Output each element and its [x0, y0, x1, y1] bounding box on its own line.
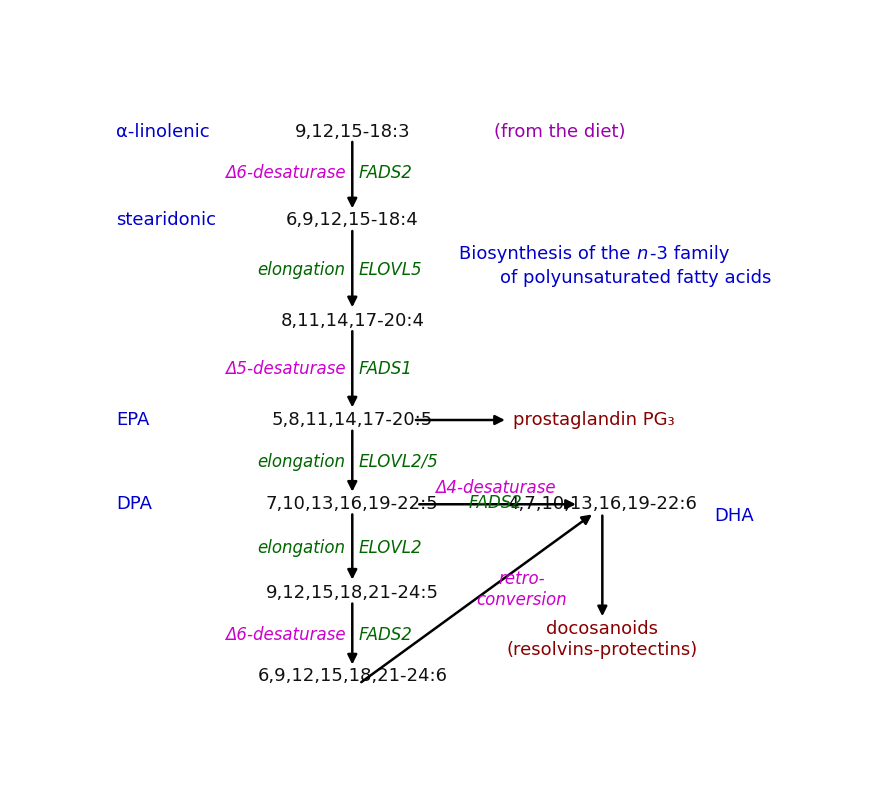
- Text: 7,10,13,16,19-22:5: 7,10,13,16,19-22:5: [266, 496, 439, 513]
- Text: prostaglandin PG₃: prostaglandin PG₃: [513, 411, 675, 429]
- Text: Biosynthesis of the: Biosynthesis of the: [459, 245, 636, 263]
- Text: Δ4-desaturase: Δ4-desaturase: [435, 479, 555, 496]
- Text: ELOVL2: ELOVL2: [359, 539, 423, 557]
- Text: of polyunsaturated fatty acids: of polyunsaturated fatty acids: [501, 270, 772, 287]
- Text: EPA: EPA: [116, 411, 149, 429]
- Text: 9,12,15,18,21-24:5: 9,12,15,18,21-24:5: [266, 584, 439, 602]
- Text: elongation: elongation: [257, 261, 345, 279]
- Text: FADS2: FADS2: [359, 164, 413, 182]
- Text: 9,12,15-18:3: 9,12,15-18:3: [295, 123, 410, 141]
- Text: stearidonic: stearidonic: [116, 212, 215, 229]
- Text: 5,8,11,14,17-20:5: 5,8,11,14,17-20:5: [272, 411, 433, 429]
- Text: 6,9,12,15-18:4: 6,9,12,15-18:4: [286, 212, 419, 229]
- Text: (from the diet): (from the diet): [494, 123, 626, 141]
- Text: FADS1: FADS1: [359, 360, 413, 378]
- Text: ELOVL5: ELOVL5: [359, 261, 423, 279]
- Text: retro-
conversion: retro- conversion: [476, 570, 567, 609]
- Text: -3 family: -3 family: [650, 245, 729, 263]
- Text: Δ5-desaturase: Δ5-desaturase: [225, 360, 345, 378]
- Text: DHA: DHA: [714, 508, 753, 526]
- Text: DPA: DPA: [116, 496, 152, 513]
- Text: elongation: elongation: [257, 453, 345, 470]
- Text: Δ6-desaturase: Δ6-desaturase: [225, 626, 345, 644]
- Text: n: n: [636, 245, 648, 263]
- Text: elongation: elongation: [257, 539, 345, 557]
- Text: FADS2: FADS2: [359, 626, 413, 644]
- Text: ELOVL2/5: ELOVL2/5: [359, 453, 439, 470]
- Text: FADS2: FADS2: [468, 494, 522, 512]
- Text: docosanoids
(resolvins-protectins): docosanoids (resolvins-protectins): [507, 620, 698, 659]
- Text: 6,9,12,15,18,21-24:6: 6,9,12,15,18,21-24:6: [257, 668, 447, 685]
- Text: α-linolenic: α-linolenic: [116, 123, 209, 141]
- Text: Δ6-desaturase: Δ6-desaturase: [225, 164, 345, 182]
- Text: 8,11,14,17-20:4: 8,11,14,17-20:4: [280, 312, 425, 330]
- Text: 4,7,10,13,16,19-22:6: 4,7,10,13,16,19-22:6: [508, 496, 698, 513]
